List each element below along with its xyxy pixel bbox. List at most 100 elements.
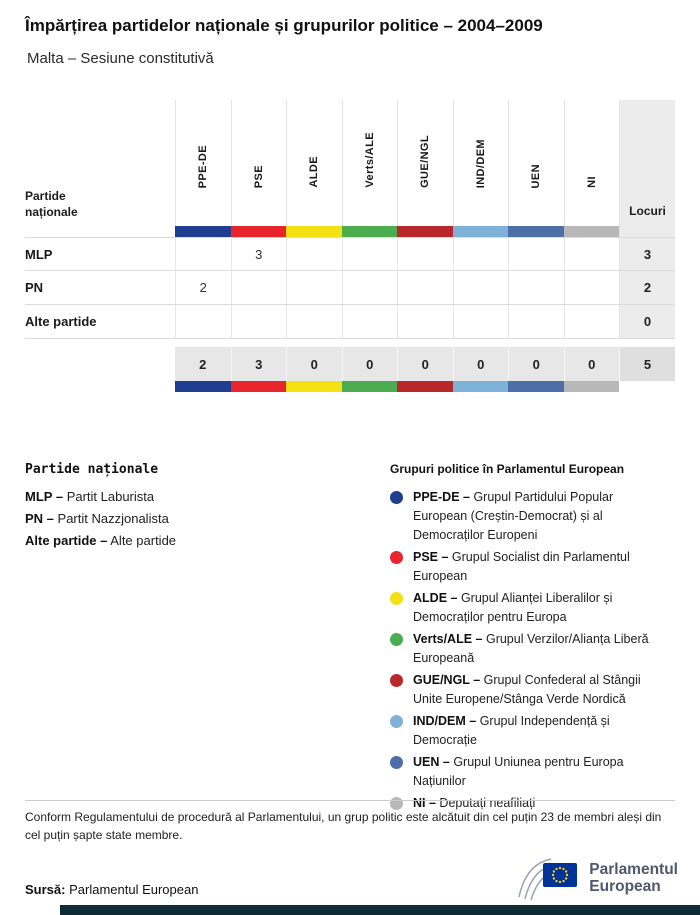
total-cell: 0 [286,347,342,381]
color-bar-uen [508,381,564,392]
column-header-ind-dem: IND/DEM [452,100,509,226]
bottom-bar [60,905,700,915]
column-header-ni: NI [563,100,620,226]
group-legend-item: IND/DEM – Grupul Independență și Democra… [390,712,675,750]
value-cell [452,238,509,270]
color-bar-pse [230,381,286,392]
color-bar-ppe-de [175,381,231,392]
group-abbr: PSE – [413,550,449,564]
page-title: Împărțirea partidelor naționale și grupu… [25,16,543,35]
value-cell [175,305,231,338]
value-cell [397,271,453,304]
column-header-label: Verts/ALE [363,132,376,188]
party-abbr: Alte partide – [25,533,108,548]
ep-logo-text-line1: Parlamentul [589,861,678,878]
group-abbr: NI – [413,796,436,810]
value-cell [341,271,398,304]
group-legend-text: Verts/ALE – Grupul Verzilor/Alianța Libe… [413,630,668,668]
color-bar-spacer [25,381,175,392]
value-cell [563,238,620,270]
group-color-dot [390,715,403,728]
party-name: PN [25,280,44,295]
groups-legend-items: PPE-DE – Grupul Partidului Popular Europ… [390,488,675,813]
group-color-bar-row-top [25,226,675,237]
total-cell: 0 [397,347,453,381]
color-bar-gue-ngl [397,381,453,392]
group-legend-item: Verts/ALE – Grupul Verzilor/Alianța Libe… [390,630,675,668]
party-name: MLP [25,246,53,262]
group-legend-text: GUE/NGL – Grupul Confederal al Stângii U… [413,671,668,709]
group-full-name: Grupul Partidului Popular European (Creș… [413,490,614,542]
party-legend-item: Alte partide – Alte partide [25,534,365,548]
value-cell [341,238,398,270]
source-value: Parlamentul European [69,882,199,897]
seats-column-spacer [619,226,675,237]
party-abbr: MLP – [25,489,64,504]
column-header-label: ALDE [308,156,321,188]
value-cell [397,238,453,270]
value-cell [175,238,231,270]
color-bar-verts-ale [341,381,397,392]
group-color-dot [390,674,403,687]
ep-logo-text-line2: European [589,878,661,895]
source-line: Sursă: Parlamentul European [25,882,198,897]
value-cell: 2 [175,271,231,304]
table-row-alte-partide: Alte partide 0 [25,305,675,339]
group-legend-text: NI – Deputați neafiliați [413,794,668,813]
value-cell [563,305,620,338]
party-full-name: Partit Nazzjonalista [57,511,169,526]
group-legend-item: PPE-DE – Grupul Partidului Popular Europ… [390,488,675,545]
color-bar-pse [230,226,286,237]
parties-legend-items: MLP – Partit Laburista PN – Partit Nazzj… [25,490,365,548]
ep-logo-text: Parlamentul European [589,861,678,895]
group-legend-text: IND/DEM – Grupul Independență și Democra… [413,712,668,750]
total-cell: 0 [508,347,564,381]
group-abbr: UEN – [413,755,450,769]
color-bar-spacer [25,226,175,237]
color-bar-alde [286,226,342,237]
group-color-dot [390,592,403,605]
group-full-name: Grupul Alianței Liberalilor și Democrați… [413,591,613,624]
total-seats-cell: 5 [619,347,675,381]
value-cell [452,271,509,304]
party-abbr: PN – [25,511,54,526]
column-header-alde: ALDE [286,100,342,226]
seats-cell: 2 [619,271,675,304]
color-bar-uen [508,226,564,237]
seats-header-label: Locuri [629,204,666,218]
group-legend-item: ALDE – Grupul Alianței Liberalilor și De… [390,589,675,627]
page-subtitle: Malta – Sesiune constitutivă [27,50,214,67]
group-color-dot [390,633,403,646]
political-groups-legend: Grupuri politice în Parlamentul European… [390,462,675,816]
value-cell: 3 [230,238,287,270]
column-header-ppe-de: PPE-DE [175,100,231,226]
color-bar-ni [563,226,619,237]
source-label: Sursă: [25,882,66,897]
group-color-bar-row-bottom [25,381,675,392]
table-header-row: Partide naționale PPE-DE PSE ALDE Verts/… [25,100,675,226]
color-bar-verts-ale [341,226,397,237]
value-cell [230,305,287,338]
party-full-name: Partit Laburista [66,489,155,504]
totals-spacer [25,347,175,381]
column-header-uen: UEN [508,100,564,226]
group-abbr: IND/DEM – [413,714,477,728]
parties-legend-title: Partide naționale [25,462,159,477]
column-header-seats: Locuri [619,100,675,226]
total-cell: 0 [563,347,619,381]
value-cell [508,238,564,270]
value-cell [286,238,342,270]
group-legend-item: GUE/NGL – Grupul Confederal al Stângii U… [390,671,675,709]
table-corner-cell: Partide naționale [25,100,175,226]
seats-cell: 0 [619,305,675,338]
total-cell: 2 [175,347,231,381]
group-full-name: Deputați neafiliați [439,796,536,810]
column-header-label: NI [585,176,598,188]
group-full-name: Grupul Independență și Democrație [413,714,610,747]
color-bar-ind-dem [452,381,508,392]
european-parliament-logo[interactable]: Parlamentul European [517,855,678,901]
party-full-name: Alte partide [110,533,177,548]
group-color-dot [390,551,403,564]
group-abbr: GUE/NGL – [413,673,481,687]
